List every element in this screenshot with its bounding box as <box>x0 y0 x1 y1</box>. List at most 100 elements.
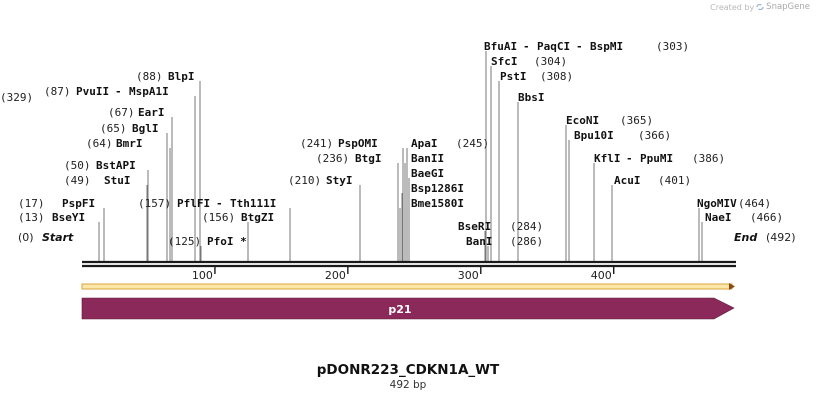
site-name: AcuI <box>614 174 641 187</box>
start-pos: (0) <box>18 231 34 244</box>
site-position: (308) <box>540 70 573 83</box>
site-name: PaqCI <box>537 40 570 53</box>
site-name: PspOMI <box>338 137 378 150</box>
axis-tick-label: 200 <box>325 269 346 282</box>
site-label[interactable]: BtgI (236) <box>316 152 382 165</box>
site-label[interactable]: StuI (49) <box>64 174 131 187</box>
site-label[interactable]: BglI (65) <box>100 122 159 135</box>
site-name: MspA1I <box>129 85 169 98</box>
site-position: (17) <box>18 197 45 210</box>
snapgene-logo-icon <box>756 3 764 11</box>
site-label[interactable]: PspOMI (241) <box>300 137 378 150</box>
site-name: BlpI <box>168 70 195 83</box>
site-name: PvuII <box>76 85 109 98</box>
site-name: Bpu10I <box>574 129 614 142</box>
site-position: (50) <box>64 159 91 172</box>
site-position: (210) <box>288 174 321 187</box>
site-name: BseYI <box>52 211 85 224</box>
site-label[interactable]: NaeI (466) <box>705 211 783 224</box>
site-name: KflI <box>594 152 621 165</box>
site-name: NgoMIV <box>697 197 737 210</box>
site-position: (156) <box>202 211 235 224</box>
axis-tick-label: 400 <box>591 269 612 282</box>
site-label[interactable]: Bsp1286I <box>411 182 464 195</box>
site-position: (245) <box>456 137 489 150</box>
orf-bar[interactable] <box>81 283 733 290</box>
site-position: (88) <box>136 70 163 83</box>
site-name: EarI <box>138 106 165 119</box>
site-name: NaeI <box>705 211 732 224</box>
site-position: (236) <box>316 152 349 165</box>
site-position: (304) <box>534 55 567 68</box>
site-label[interactable]: StyI (210) <box>288 174 353 187</box>
end-pos: (492) <box>766 231 796 244</box>
feature-p21[interactable] <box>81 297 735 320</box>
site-position: (284) <box>510 220 543 233</box>
site-separator: - <box>216 197 223 210</box>
site-label[interactable]: BstAPI (50) <box>64 159 136 172</box>
site-label[interactable]: ApaI (245) <box>411 137 489 150</box>
site-label[interactable]: BanI (286) <box>466 235 543 248</box>
site-label[interactable]: PspFI (17) <box>18 197 95 210</box>
site-name: BglI <box>132 122 159 135</box>
site-label[interactable]: AcuI (401) <box>614 174 691 187</box>
site-name: BmrI <box>116 137 143 150</box>
snapgene-credit: Created by SnapGene <box>710 2 810 12</box>
site-position: (64) <box>86 137 113 150</box>
site-name: EcoNI <box>566 114 599 127</box>
site-label[interactable]: Bme1580I <box>411 197 464 210</box>
site-label[interactable]: BlpI (88) <box>136 70 195 83</box>
site-name: BanI <box>466 235 493 248</box>
site-name: Bme1580I <box>411 197 464 210</box>
site-position: (386) <box>692 152 725 165</box>
site-name: PspFI <box>62 197 95 210</box>
site-name: BbsI <box>518 91 545 104</box>
site-name: BspMI <box>590 40 623 53</box>
feature-p21-label: p21 <box>388 303 411 316</box>
site-name: PpuMI <box>640 152 673 165</box>
site-name: StyI <box>326 174 353 187</box>
site-label[interactable]: BmrI(64) <box>86 137 143 150</box>
site-label[interactable]: BanII <box>411 152 444 165</box>
site-name: SfcI <box>491 55 518 68</box>
end-label: End <box>734 231 757 244</box>
site-label[interactable]: EarI(67) <box>108 106 165 119</box>
site-label[interactable]: BbsI (329) <box>0 91 545 104</box>
site-name: ApaI <box>411 137 438 150</box>
site-label[interactable]: Bpu10I (366) <box>574 129 671 142</box>
site-label[interactable]: NgoMIV (464) <box>697 197 771 210</box>
site-position: (286) <box>510 235 543 248</box>
site-labels: PspFI (17) BseYI (13) BstAPI (50) StuI (49) BmrI… <box>0 40 783 248</box>
site-position: (365) <box>620 114 653 127</box>
site-label[interactable]: BfuAI - PaqCI - BspMI (303) <box>484 40 689 53</box>
site-position: (464) <box>738 197 771 210</box>
site-label[interactable]: BaeGI <box>411 167 444 180</box>
site-label[interactable]: EcoNI (365) <box>566 114 653 127</box>
orf-arrowhead <box>729 283 735 290</box>
site-label[interactable]: KflI - PpuMI (386) <box>594 152 725 165</box>
site-name: Tth111I <box>230 197 276 210</box>
site-position: (466) <box>750 211 783 224</box>
site-name: BseRI <box>458 220 491 233</box>
credit-brand: SnapGene <box>766 2 810 12</box>
site-label[interactable]: SfcI (304) <box>491 55 567 68</box>
plasmid-name: pDONR223_CDKN1A_WT <box>317 362 500 378</box>
site-label[interactable]: PstI (308) <box>500 70 573 83</box>
plasmid-length: 492 bp <box>390 379 427 391</box>
site-label[interactable]: BseYI (13) <box>18 211 85 224</box>
site-name: BfuAI <box>484 40 517 53</box>
axis-tick-label: 300 <box>458 269 479 282</box>
site-label[interactable]: BseRI (284) <box>458 220 543 233</box>
site-label[interactable]: PflFI - Tth111I (157) <box>138 197 276 210</box>
site-separator: - <box>523 40 530 53</box>
axis-tick-label: 100 <box>192 269 213 282</box>
site-position: (157) <box>138 197 171 210</box>
site-position: (65) <box>100 122 127 135</box>
site-label[interactable]: PvuII - MspA1I (87) <box>44 85 169 98</box>
site-label[interactable]: BtgZI (156) <box>202 211 274 224</box>
site-label[interactable]: PfoI * (125) <box>168 235 247 248</box>
site-name: PfoI * <box>207 235 247 248</box>
site-position: (13) <box>18 211 45 224</box>
site-position: (67) <box>108 106 135 119</box>
